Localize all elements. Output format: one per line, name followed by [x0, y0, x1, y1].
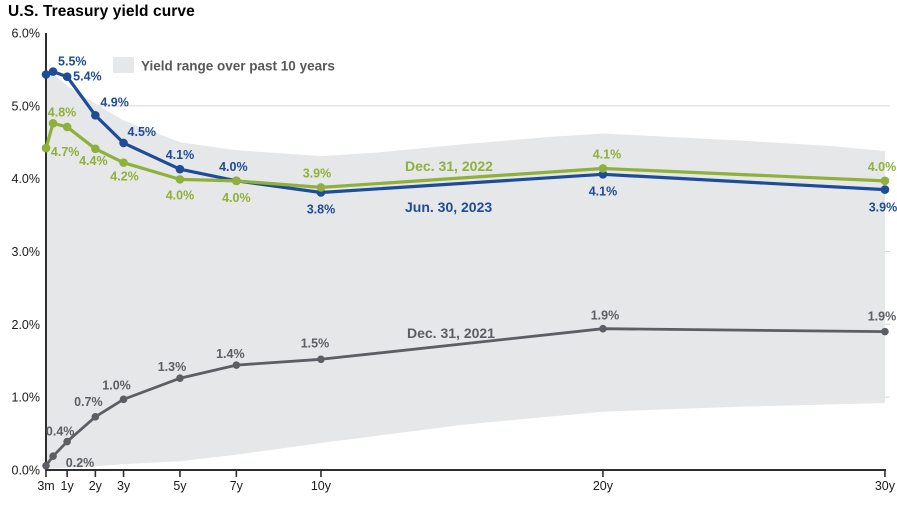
- x-axis-tick-label: 30y: [875, 479, 896, 493]
- point-label-dec-31-2021: 1.9%: [868, 310, 897, 324]
- point-label-jun-30-2023: 4.0%: [219, 160, 248, 174]
- data-point-dec-31-2022: [880, 176, 890, 186]
- curve-line-dec-31-2021: [44, 327, 887, 468]
- point-label-jun-30-2023: 4.1%: [589, 184, 618, 198]
- point-label-dec-31-2022: 4.0%: [868, 160, 897, 174]
- y-axis-tick-label: 6.0%: [12, 27, 41, 41]
- point-label-dec-31-2022: 3.9%: [303, 166, 332, 180]
- data-point-dec-31-2022: [232, 176, 241, 186]
- point-label-jun-30-2023: 4.1%: [166, 148, 195, 162]
- y-axis-tick-label: 3.0%: [12, 245, 41, 259]
- data-point-dec-31-2021: [42, 461, 50, 470]
- x-axis-tick-label: 7y: [230, 479, 244, 493]
- data-point-jun-30-2023: [62, 72, 72, 81]
- data-point-dec-31-2022: [119, 158, 128, 167]
- data-point-dec-31-2021: [232, 361, 241, 369]
- point-label-dec-31-2022: 4.4%: [79, 154, 108, 168]
- series-label-dec-31-2021: Dec. 31, 2021: [407, 325, 495, 341]
- point-label-dec-31-2021: 0.4%: [46, 425, 75, 439]
- point-label-jun-30-2023: 4.9%: [100, 95, 129, 109]
- data-point-dec-31-2022: [175, 175, 185, 184]
- y-axis-tick-label: 1.0%: [12, 391, 41, 405]
- data-point-dec-31-2021: [317, 355, 325, 364]
- data-point-dec-31-2021: [881, 327, 889, 336]
- x-axis-tick-label: 5y: [173, 479, 187, 493]
- series-label-jun-30-2023: Jun. 30, 2023: [405, 199, 492, 215]
- y-axis-tick-label: 4.0%: [12, 172, 41, 186]
- data-point-dec-31-2021: [91, 413, 100, 421]
- point-label-dec-31-2022: 4.0%: [222, 191, 251, 205]
- data-point-dec-31-2021: [599, 324, 607, 333]
- data-point-jun-30-2023: [119, 138, 128, 148]
- point-label-dec-31-2021: 0.2%: [66, 456, 95, 470]
- point-label-dec-31-2021: 1.5%: [301, 336, 330, 350]
- point-label-jun-30-2023: 3.9%: [869, 201, 897, 215]
- data-point-dec-31-2022: [316, 183, 326, 192]
- point-label-dec-31-2022: 4.0%: [166, 188, 195, 202]
- y-axis-tick-label: 2.0%: [12, 318, 41, 332]
- data-point-jun-30-2023: [48, 67, 58, 76]
- data-point-dec-31-2022: [48, 119, 58, 128]
- y-axis-tick-label: 0.0%: [12, 464, 41, 478]
- point-label-dec-31-2022: 4.2%: [110, 170, 139, 184]
- point-label-dec-31-2022: 4.8%: [48, 105, 77, 119]
- data-point-dec-31-2022: [91, 144, 100, 154]
- point-label-jun-30-2023: 3.8%: [307, 203, 336, 217]
- x-axis-tick-label: 3y: [117, 479, 131, 493]
- point-label-dec-31-2021: 1.9%: [591, 309, 620, 323]
- point-label-dec-31-2021: 1.4%: [216, 347, 245, 361]
- series-label-dec-31-2022: Dec. 31, 2022: [405, 158, 493, 174]
- data-point-dec-31-2022: [598, 164, 608, 173]
- point-label-dec-31-2022: 4.1%: [593, 147, 622, 161]
- point-label-jun-30-2023: 5.4%: [73, 70, 102, 84]
- y-axis-tick-label: 5.0%: [12, 99, 41, 113]
- x-axis-tick-label: 10y: [311, 479, 332, 493]
- data-point-jun-30-2023: [880, 185, 890, 194]
- data-point-dec-31-2021: [49, 452, 57, 460]
- x-axis-tick-label: 1y: [61, 479, 75, 493]
- yield-range-legend-swatch: [113, 57, 134, 73]
- point-label-dec-31-2021: 1.3%: [158, 360, 187, 374]
- yield-range-band: [46, 73, 885, 469]
- data-point-jun-30-2023: [41, 70, 51, 79]
- x-axis-tick-label: 20y: [593, 479, 614, 493]
- curve-line-dec-31-2022: [44, 121, 887, 190]
- point-label-jun-30-2023: 4.5%: [128, 125, 157, 139]
- data-point-dec-31-2022: [62, 122, 72, 132]
- data-point-dec-31-2022: [41, 143, 51, 153]
- point-label-dec-31-2021: 0.7%: [74, 395, 103, 409]
- curve-line-jun-30-2023: [44, 70, 887, 195]
- point-label-jun-30-2023: 5.5%: [58, 55, 87, 69]
- data-point-dec-31-2021: [119, 395, 128, 404]
- data-point-jun-30-2023: [175, 164, 185, 174]
- data-point-dec-31-2021: [176, 374, 184, 383]
- chart-title: U.S. Treasury yield curve: [8, 3, 195, 20]
- point-label-dec-31-2021: 1.0%: [102, 378, 131, 392]
- x-axis-tick-label: 3m: [37, 479, 54, 493]
- yield-range-legend-label: Yield range over past 10 years: [141, 59, 335, 74]
- data-point-dec-31-2021: [63, 437, 71, 446]
- x-axis-tick-label: 2y: [89, 479, 103, 493]
- point-label-dec-31-2022: 4.7%: [51, 145, 80, 159]
- data-point-jun-30-2023: [91, 111, 100, 120]
